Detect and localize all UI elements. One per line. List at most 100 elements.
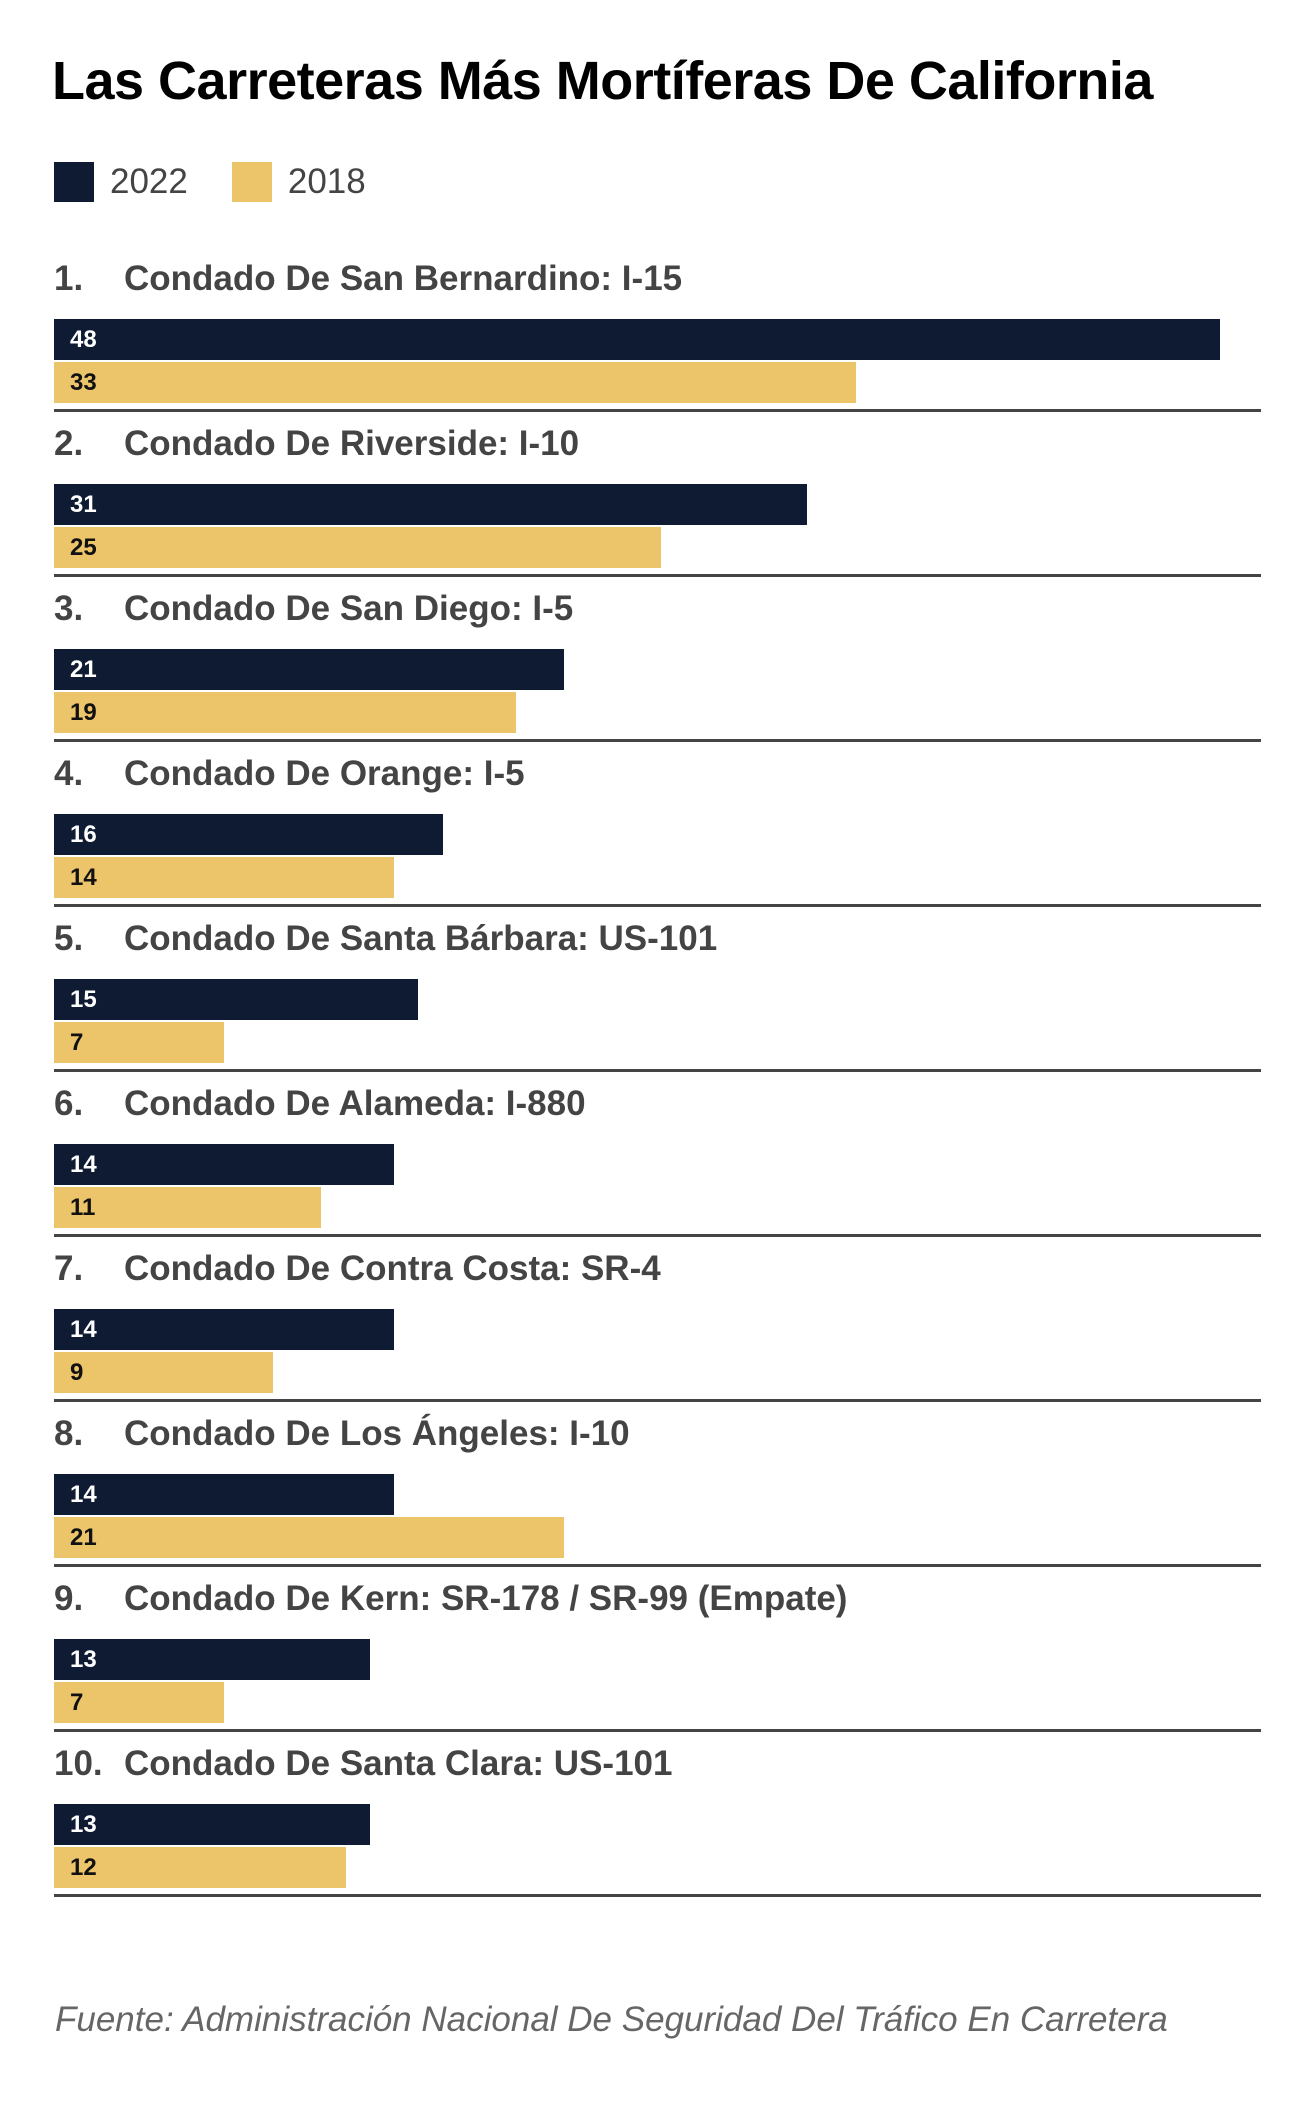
legend: 2022 2018 [54, 162, 410, 202]
legend-swatch-2018 [231, 162, 272, 202]
data-label: 19 [70, 698, 97, 726]
rank-number: 2. [54, 424, 84, 463]
bar-2018: 7 [54, 1022, 225, 1063]
bar-2022: 16 [54, 814, 443, 855]
bar-2022: 14 [54, 1309, 395, 1350]
data-label: 12 [70, 1853, 97, 1881]
row-divider [54, 574, 1261, 577]
chart-row: 8. Condado De Los Ángeles: I-10 14 21 [54, 1402, 1261, 1567]
category-label: 1. Condado De San Bernardino: I-15 [54, 259, 682, 299]
data-label: 21 [70, 655, 97, 683]
row-divider [54, 409, 1261, 412]
bar-2022: 14 [54, 1144, 395, 1185]
rank-number: 7. [54, 1249, 84, 1288]
rank-number: 10. [54, 1744, 103, 1783]
data-label: 9 [70, 1358, 84, 1386]
source-note: Fuente: Administración Nacional De Segur… [55, 2000, 1168, 2039]
rank-number: 6. [54, 1084, 84, 1123]
data-label: 15 [70, 985, 97, 1013]
rank-number: 9. [54, 1579, 84, 1618]
category-label: 3. Condado De San Diego: I-5 [54, 589, 573, 629]
data-label: 14 [70, 1480, 97, 1508]
bar-2022: 15 [54, 979, 419, 1020]
data-label: 14 [70, 863, 97, 891]
data-label: 33 [70, 368, 97, 396]
chart-row: 6. Condado De Alameda: I-880 14 11 [54, 1072, 1261, 1237]
category-label: 10. Condado De Santa Clara: US-101 [54, 1744, 672, 1784]
row-divider [54, 1399, 1261, 1402]
bar-2022: 21 [54, 649, 565, 690]
bar-2018: 25 [54, 527, 662, 568]
category-name: Condado De Santa Bárbara: US-101 [124, 919, 718, 958]
data-label: 14 [70, 1315, 97, 1343]
bar-2022: 48 [54, 319, 1220, 360]
data-label: 11 [70, 1193, 96, 1221]
legend-label-2018: 2018 [287, 162, 366, 201]
category-name: Condado De Orange: I-5 [124, 754, 525, 793]
bar-2018: 14 [54, 857, 395, 898]
category-name: Condado De San Bernardino: I-15 [124, 259, 683, 298]
rank-number: 8. [54, 1414, 84, 1453]
bar-2018: 7 [54, 1682, 225, 1723]
chart-row: 5. Condado De Santa Bárbara: US-101 15 7 [54, 907, 1261, 1072]
category-label: 6. Condado De Alameda: I-880 [54, 1084, 586, 1124]
chart-row: 2. Condado De Riverside: I-10 31 25 [54, 412, 1261, 577]
data-label: 14 [70, 1150, 97, 1178]
bar-2018: 12 [54, 1847, 346, 1888]
data-label: 48 [70, 325, 97, 353]
category-name: Condado De San Diego: I-5 [124, 589, 574, 628]
category-label: 9. Condado De Kern: SR-178 / SR-99 (Empat… [54, 1579, 847, 1619]
bar-2022: 13 [54, 1639, 370, 1680]
rank-number: 4. [54, 754, 84, 793]
bar-2018: 21 [54, 1517, 565, 1558]
category-name: Condado De Kern: SR-178 / SR-99 (Empate) [124, 1579, 848, 1618]
legend-item-2018: 2018 [231, 162, 366, 202]
row-divider [54, 1234, 1261, 1237]
data-label: 13 [70, 1810, 97, 1838]
legend-label-2022: 2022 [110, 162, 188, 201]
legend-swatch-2022 [54, 162, 94, 202]
row-divider [54, 739, 1261, 742]
data-label: 7 [70, 1028, 84, 1056]
bar-2018: 19 [54, 692, 516, 733]
chart-row: 7. Condado De Contra Costa: SR-4 14 9 [54, 1237, 1261, 1402]
chart-row: 4. Condado De Orange: I-5 16 14 [54, 742, 1261, 907]
row-divider [54, 1729, 1261, 1732]
data-label: 31 [70, 490, 97, 518]
legend-item-2022: 2022 [54, 162, 188, 202]
bar-2022: 31 [54, 484, 808, 525]
bar-2018: 11 [54, 1187, 322, 1228]
chart-row: 9. Condado De Kern: SR-178 / SR-99 (Empat… [54, 1567, 1261, 1732]
row-divider [54, 1564, 1261, 1567]
row-divider [54, 1069, 1261, 1072]
bar-chart: 1. Condado De San Bernardino: I-15 48 33 2. C… [54, 247, 1261, 1897]
row-divider [54, 1894, 1261, 1897]
data-label: 25 [70, 533, 97, 561]
category-name: Condado De Riverside: I-10 [124, 424, 580, 463]
category-label: 7. Condado De Contra Costa: SR-4 [54, 1249, 661, 1289]
category-label: 2. Condado De Riverside: I-10 [54, 424, 579, 464]
category-label: 5. Condado De Santa Bárbara: US-101 [54, 919, 717, 959]
category-name: Condado De Los Ángeles: I-10 [124, 1414, 630, 1453]
rank-number: 5. [54, 919, 84, 958]
bar-2018: 33 [54, 362, 856, 403]
bar-2022: 14 [54, 1474, 395, 1515]
chart-row: 10. Condado De Santa Clara: US-101 13 12 [54, 1732, 1261, 1897]
row-divider [54, 904, 1261, 907]
bar-2018: 9 [54, 1352, 273, 1393]
category-label: 4. Condado De Orange: I-5 [54, 754, 525, 794]
rank-number: 1. [54, 259, 84, 298]
chart-title: Las Carreteras Más Mortíferas De Califor… [52, 51, 1153, 111]
category-name: Condado De Contra Costa: SR-4 [124, 1249, 661, 1288]
category-label: 8. Condado De Los Ángeles: I-10 [54, 1414, 630, 1454]
bar-2022: 13 [54, 1804, 370, 1845]
category-name: Condado De Alameda: I-880 [124, 1084, 586, 1123]
data-label: 7 [70, 1688, 84, 1716]
data-label: 13 [70, 1645, 97, 1673]
rank-number: 3. [54, 589, 84, 628]
chart-row: 3. Condado De San Diego: I-5 21 19 [54, 577, 1261, 742]
data-label: 16 [70, 820, 97, 848]
data-label: 21 [70, 1523, 97, 1551]
chart-row: 1. Condado De San Bernardino: I-15 48 33 [54, 247, 1261, 412]
category-name: Condado De Santa Clara: US-101 [124, 1744, 673, 1783]
